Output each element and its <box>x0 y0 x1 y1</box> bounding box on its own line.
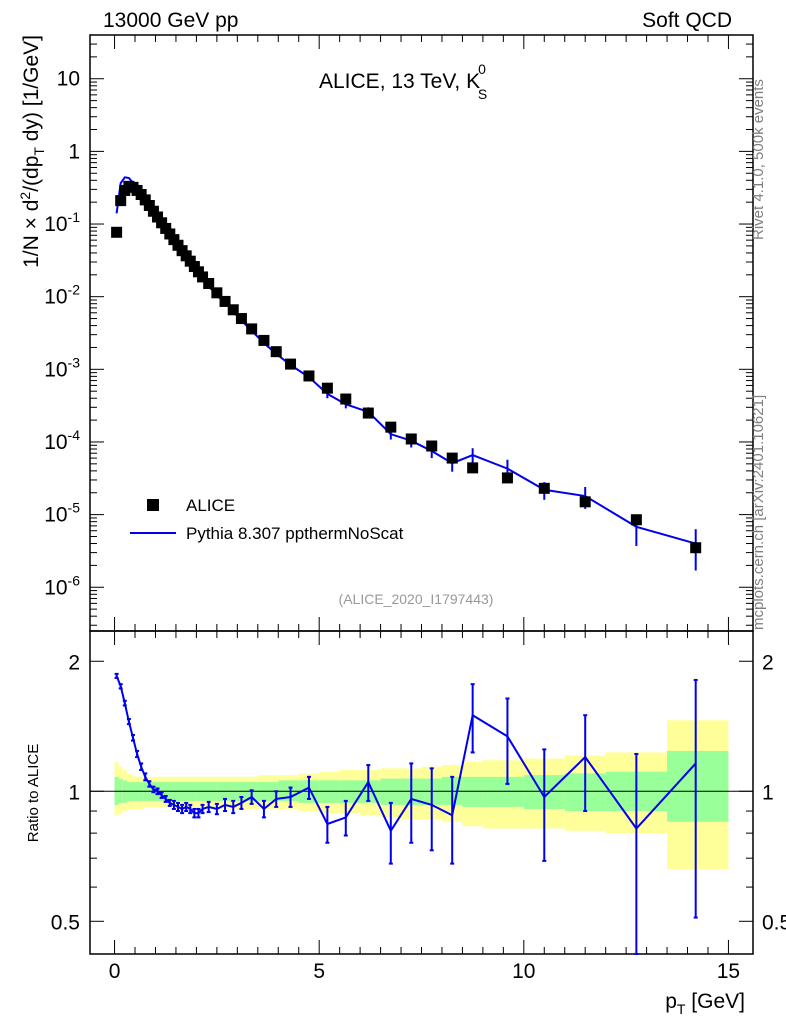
data-point <box>630 514 642 526</box>
x-tick-label: 15 <box>717 960 740 983</box>
band-inner-bin <box>462 776 483 807</box>
data-point <box>143 199 155 211</box>
mc-line <box>115 176 696 545</box>
y-tick-label: 10 <box>57 68 80 91</box>
main-y-axis-label: 1/N × d2/(dpT dy) [1/GeV] <box>17 35 47 268</box>
y-tick-label: 10-2 <box>44 282 80 309</box>
data-point <box>160 222 172 234</box>
ratio-y-tick-label: 0.5 <box>51 911 80 934</box>
data-point <box>467 462 479 474</box>
data-point <box>340 393 352 405</box>
y-tick-label: 10-3 <box>44 354 80 381</box>
ratio-y-tick-label-right: 2 <box>762 651 774 674</box>
band-inner-bin <box>118 778 123 803</box>
data-point <box>111 226 123 238</box>
y-tick-label: 1 <box>68 140 80 163</box>
data-point <box>139 194 151 206</box>
data-series-main <box>111 180 702 554</box>
data-point <box>219 295 231 307</box>
ratio-y-tick-label: 2 <box>68 651 80 674</box>
data-point <box>690 542 702 554</box>
mc-series-ratio <box>114 672 698 955</box>
rivet-version: Rivet 4.1.0, 500k events <box>750 79 767 240</box>
data-point <box>115 195 127 207</box>
data-point <box>362 407 374 419</box>
data-point <box>303 370 315 382</box>
data-point <box>446 452 458 464</box>
data-point <box>152 211 164 223</box>
main-y-tick-labels: 10-6 10-5 10-4 10-3 10-2 10-1 1 10 <box>44 68 80 600</box>
legend-data-label: ALICE <box>186 496 235 515</box>
plot-title: ALICE, 13 TeV, K0 S <box>319 61 487 102</box>
data-point <box>579 496 591 508</box>
plot-title-sub: S <box>478 86 487 102</box>
data-point <box>168 234 180 246</box>
data-point <box>235 313 247 325</box>
data-point <box>385 421 397 433</box>
data-point <box>246 323 258 335</box>
data-point <box>164 228 176 240</box>
data-point <box>405 433 417 445</box>
header-left: 13000 GeV pp <box>103 9 238 32</box>
analysis-id: (ALICE_2020_I1797443) <box>339 591 494 607</box>
data-point <box>426 440 438 452</box>
data-point <box>197 271 209 283</box>
data-point <box>321 382 333 394</box>
legend-mc-label: Pythia 8.307 ppthermNoScat <box>186 524 404 543</box>
ratio-y-tick-label-right: 1 <box>762 781 774 804</box>
y-tick-label: 10-1 <box>44 209 80 236</box>
data-point <box>501 472 513 484</box>
data-point <box>538 482 550 494</box>
y-tick-label: 10-5 <box>44 500 80 527</box>
y-tick-label: 10-6 <box>44 572 80 599</box>
x-axis-label: pT [GeV] <box>665 990 745 1017</box>
ratio-axis-ticks <box>90 631 753 954</box>
band-inner-bin <box>667 750 729 822</box>
x-tick-label: 0 <box>109 960 121 983</box>
ratio-y-axis-label: Ratio to ALICE <box>25 744 42 842</box>
x-tick-labels: 0 5 10 15 <box>109 960 740 983</box>
data-point <box>227 304 239 316</box>
data-point <box>285 358 297 370</box>
x-tick-label: 5 <box>313 960 325 983</box>
ratio-y-tick-label-right: 0.5 <box>762 911 786 934</box>
ratio-y-tick-label: 1 <box>68 781 80 804</box>
data-point <box>147 205 159 217</box>
ratio-y-tick-labels: 0.5 0.5 1 1 2 2 <box>51 651 786 934</box>
data-point <box>270 346 282 358</box>
header-right: Soft QCD <box>642 9 732 32</box>
main-axis-ticks <box>90 34 753 631</box>
data-point <box>203 277 215 289</box>
data-point <box>211 287 223 299</box>
mcplots-credit: mcplots.cern.ch [arXiv:2401.10621] <box>750 395 767 630</box>
y-tick-label: 10-4 <box>44 427 80 454</box>
band-inner-bin <box>482 776 524 807</box>
legend-data-marker <box>147 499 159 511</box>
plot-title-sup: 0 <box>478 61 486 77</box>
data-point <box>156 217 168 229</box>
x-tick-label: 10 <box>512 960 535 983</box>
data-point <box>258 334 270 346</box>
